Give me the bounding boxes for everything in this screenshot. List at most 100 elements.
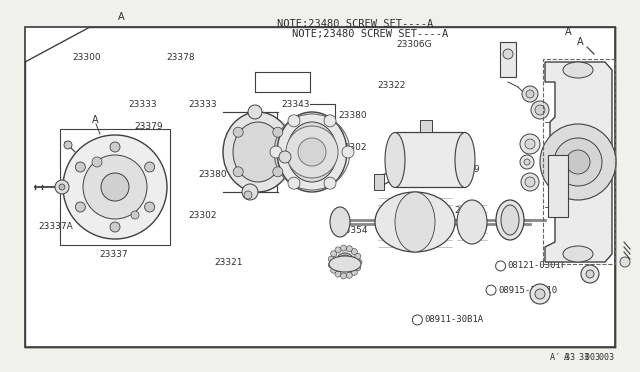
- Circle shape: [486, 285, 496, 295]
- Bar: [25, 27, 615, 347]
- Text: 23379: 23379: [134, 122, 163, 131]
- Ellipse shape: [287, 122, 337, 182]
- Circle shape: [495, 261, 506, 271]
- Circle shape: [525, 177, 535, 187]
- Text: 23306G: 23306G: [397, 40, 433, 49]
- Circle shape: [525, 139, 535, 149]
- Circle shape: [346, 246, 353, 252]
- Circle shape: [526, 90, 534, 98]
- Circle shape: [535, 105, 545, 115]
- Circle shape: [233, 127, 243, 137]
- Bar: [374, 174, 384, 190]
- Ellipse shape: [375, 192, 455, 252]
- Circle shape: [355, 265, 361, 271]
- Ellipse shape: [501, 205, 519, 235]
- Circle shape: [520, 134, 540, 154]
- Ellipse shape: [329, 256, 361, 272]
- Text: A′ 33  003: A′ 33 003: [564, 353, 614, 362]
- Circle shape: [521, 173, 539, 191]
- Circle shape: [110, 142, 120, 152]
- Circle shape: [338, 255, 352, 269]
- Circle shape: [248, 105, 262, 119]
- Circle shape: [288, 115, 300, 127]
- Circle shape: [351, 269, 357, 275]
- Ellipse shape: [233, 122, 283, 182]
- Text: N: N: [537, 289, 543, 298]
- Circle shape: [55, 180, 69, 194]
- Circle shape: [340, 273, 346, 279]
- Circle shape: [522, 86, 538, 102]
- Circle shape: [340, 245, 346, 251]
- Circle shape: [531, 101, 549, 119]
- Text: 23333: 23333: [128, 100, 157, 109]
- Ellipse shape: [563, 62, 593, 78]
- Circle shape: [566, 150, 590, 174]
- Bar: [420, 120, 432, 132]
- Circle shape: [279, 151, 291, 163]
- Circle shape: [342, 146, 354, 158]
- Circle shape: [351, 248, 357, 254]
- Circle shape: [324, 115, 336, 127]
- Circle shape: [524, 159, 530, 165]
- Text: 23465: 23465: [378, 219, 406, 228]
- Circle shape: [331, 267, 337, 273]
- Circle shape: [273, 127, 283, 137]
- Text: 23333: 23333: [189, 100, 218, 109]
- Text: 23337A: 23337A: [38, 222, 73, 231]
- Text: N: N: [415, 317, 419, 323]
- Circle shape: [346, 272, 353, 278]
- Ellipse shape: [223, 112, 293, 192]
- Circle shape: [335, 271, 341, 277]
- Ellipse shape: [395, 192, 435, 252]
- Circle shape: [335, 247, 341, 253]
- Text: 23380: 23380: [198, 170, 227, 179]
- Ellipse shape: [277, 112, 347, 192]
- Circle shape: [412, 315, 422, 325]
- Ellipse shape: [336, 253, 354, 271]
- Circle shape: [145, 162, 155, 172]
- Text: 23354: 23354: [339, 226, 368, 235]
- Circle shape: [503, 49, 513, 59]
- Circle shape: [331, 251, 337, 257]
- Text: 23337: 23337: [99, 250, 128, 259]
- Text: 08911-30B1A: 08911-30B1A: [424, 315, 484, 324]
- Text: A: A: [577, 37, 584, 47]
- Circle shape: [355, 253, 361, 259]
- Text: M: M: [489, 288, 493, 293]
- Circle shape: [83, 155, 147, 219]
- Circle shape: [64, 141, 72, 149]
- Circle shape: [270, 146, 282, 158]
- Text: A′ 33  003: A′ 33 003: [550, 353, 600, 362]
- Circle shape: [620, 257, 630, 267]
- Bar: [548, 155, 568, 217]
- Circle shape: [328, 262, 334, 268]
- Circle shape: [76, 202, 85, 212]
- Circle shape: [540, 124, 616, 200]
- Ellipse shape: [455, 132, 475, 187]
- Text: 23343: 23343: [282, 100, 310, 109]
- Text: 23310: 23310: [240, 170, 269, 179]
- Circle shape: [554, 138, 602, 186]
- Text: 23302: 23302: [189, 211, 218, 220]
- Ellipse shape: [331, 248, 359, 276]
- Circle shape: [242, 184, 258, 200]
- Text: 23319: 23319: [451, 165, 480, 174]
- Text: 23380: 23380: [338, 112, 367, 121]
- Text: A: A: [118, 12, 125, 22]
- Ellipse shape: [298, 138, 326, 166]
- Circle shape: [76, 162, 85, 172]
- Text: 23318: 23318: [454, 206, 483, 215]
- Text: M: M: [587, 271, 593, 277]
- Text: 23302: 23302: [338, 142, 367, 151]
- Text: 23338: 23338: [112, 165, 141, 174]
- Circle shape: [92, 157, 102, 167]
- Circle shape: [110, 222, 120, 232]
- Circle shape: [63, 135, 167, 239]
- Circle shape: [356, 259, 362, 265]
- Circle shape: [59, 184, 65, 190]
- Bar: [500, 42, 516, 77]
- Ellipse shape: [496, 200, 524, 240]
- Circle shape: [244, 191, 252, 199]
- Circle shape: [131, 211, 139, 219]
- Polygon shape: [545, 62, 612, 262]
